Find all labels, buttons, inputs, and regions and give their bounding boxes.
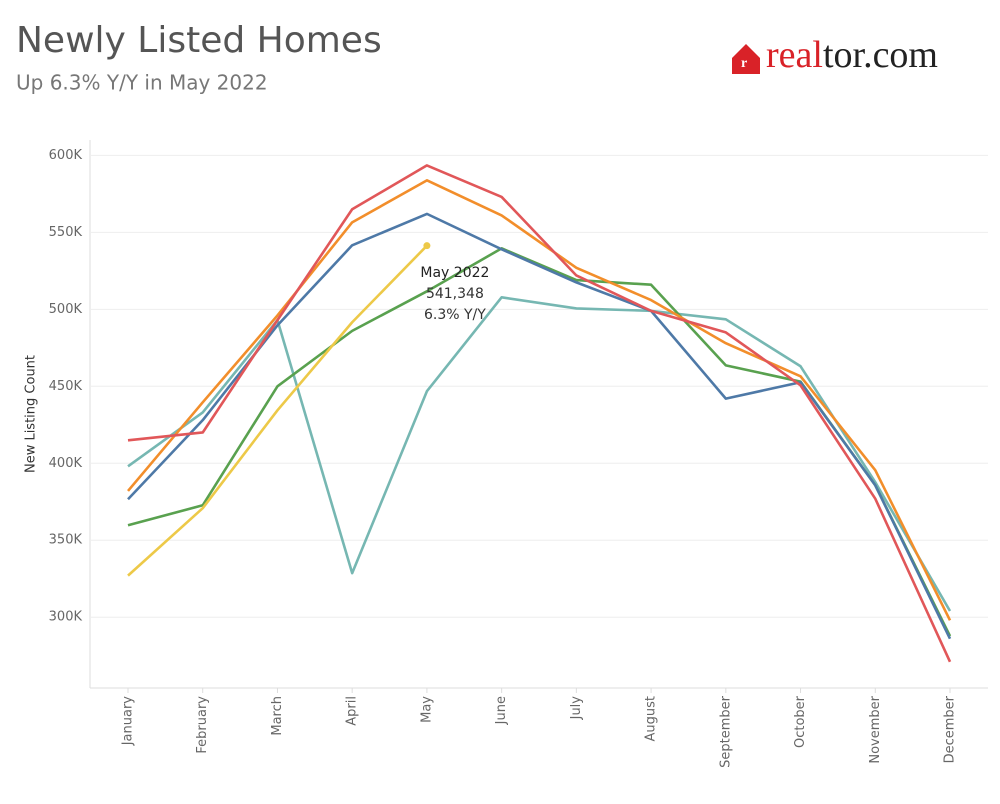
series-line — [127, 247, 952, 637]
y-tick-label: 350K — [49, 533, 83, 548]
y-tick-label: 550K — [49, 225, 83, 240]
x-tick-label: March — [270, 696, 285, 736]
x-tick-label: April — [345, 696, 360, 726]
annotation: 541,348 — [426, 286, 484, 302]
series-line — [127, 179, 952, 621]
highlight-point — [423, 242, 431, 250]
x-tick-label: June — [494, 696, 509, 725]
y-axis-label: New Listing Count — [24, 355, 39, 473]
y-tick-label: 600K — [49, 148, 83, 163]
logo-icon-letter: r — [741, 56, 747, 71]
logo-icon — [732, 44, 760, 74]
chart-subtitle: Up 6.3% Y/Y in May 2022 — [16, 71, 268, 95]
annotation: May 2022 — [420, 265, 489, 281]
series-line — [127, 296, 952, 612]
x-tick-label: October — [793, 695, 808, 748]
logo-part: tor.com — [823, 34, 938, 76]
logo-text: realtor.com — [766, 34, 938, 76]
y-tick-label: 400K — [49, 456, 83, 471]
x-tick-label: February — [195, 696, 210, 754]
logo-part: real — [766, 34, 823, 76]
x-tick-label: January — [121, 696, 136, 747]
series-line — [127, 244, 428, 577]
y-tick-label: 500K — [49, 302, 83, 317]
logo: r realtor.com — [732, 34, 938, 76]
x-tick-label: July — [569, 696, 584, 721]
x-tick-label: May — [419, 696, 434, 723]
chart-title: Newly Listed Homes — [16, 20, 382, 61]
y-tick-label: 450K — [49, 379, 83, 394]
annotation: 6.3% Y/Y — [424, 307, 486, 323]
x-tick-label: September — [718, 695, 733, 768]
x-tick-label: August — [644, 696, 659, 742]
x-tick-label: December — [943, 695, 958, 763]
y-tick-label: 300K — [49, 610, 83, 625]
x-tick-label: November — [868, 695, 883, 763]
series-line — [127, 164, 952, 663]
